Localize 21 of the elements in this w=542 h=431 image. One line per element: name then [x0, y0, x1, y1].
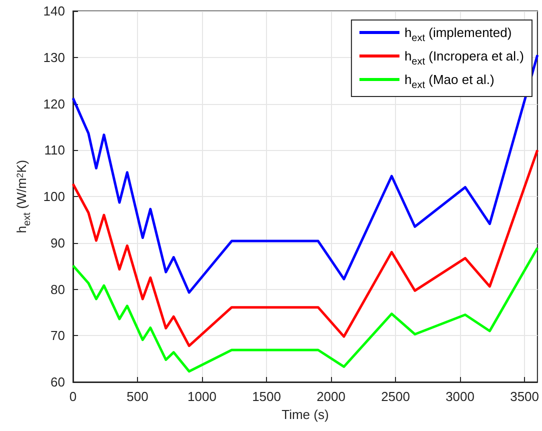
- x-tick-label: 3500: [510, 389, 539, 404]
- x-tick-label: 500: [126, 389, 148, 404]
- y-tick-label: 70: [50, 328, 65, 344]
- x-tick-label: 2000: [316, 389, 346, 404]
- y-tick-label: 90: [50, 235, 65, 250]
- y-tick-label: 100: [43, 189, 65, 204]
- x-tick-label: 1500: [252, 389, 281, 404]
- y-tick-label: 140: [43, 4, 65, 18]
- x-tick-label: 3000: [446, 389, 474, 404]
- x-tick-label: 0: [69, 389, 77, 404]
- line-series: [72, 246, 539, 373]
- y-axis-title: hext (W/m2K): [14, 160, 33, 234]
- line-series: [72, 148, 539, 348]
- y-tick-label: 80: [50, 282, 65, 297]
- x-axis-title: Time (s): [282, 407, 329, 422]
- x-tick-label: 2500: [381, 389, 410, 404]
- x-tick-label: 1000: [188, 389, 216, 404]
- y-tick-label: 130: [43, 50, 65, 65]
- y-tick-label: 120: [43, 96, 65, 112]
- y-tick-label: 110: [44, 142, 65, 158]
- y-tick-label: 60: [50, 374, 65, 390]
